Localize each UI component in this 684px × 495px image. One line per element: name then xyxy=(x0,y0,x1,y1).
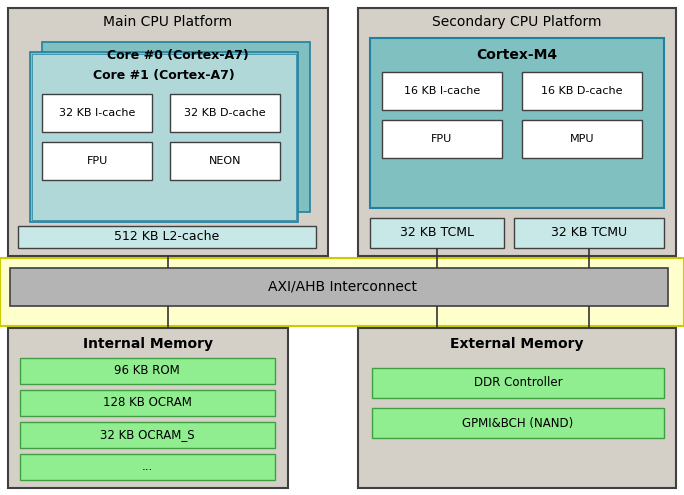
Text: GPMI&BCH (NAND): GPMI&BCH (NAND) xyxy=(462,416,574,430)
Bar xyxy=(8,328,288,488)
Text: NEON: NEON xyxy=(209,156,241,166)
Bar xyxy=(372,368,664,398)
Text: 32 KB TCML: 32 KB TCML xyxy=(400,227,474,240)
Text: 96 KB ROM: 96 KB ROM xyxy=(114,364,180,378)
Bar xyxy=(30,52,298,222)
Bar xyxy=(0,258,684,326)
Text: ...: ... xyxy=(142,460,153,474)
Bar xyxy=(372,408,664,438)
Text: 128 KB OCRAM: 128 KB OCRAM xyxy=(103,396,192,409)
Text: Core #0 (Cortex-A7): Core #0 (Cortex-A7) xyxy=(107,49,249,61)
Bar xyxy=(382,120,502,158)
Bar xyxy=(32,54,296,220)
Bar xyxy=(514,218,664,248)
Bar xyxy=(20,454,275,480)
Bar xyxy=(382,72,502,110)
Bar xyxy=(20,390,275,416)
Bar xyxy=(8,8,328,256)
Text: Main CPU Platform: Main CPU Platform xyxy=(103,15,233,29)
Text: 32 KB D-cache: 32 KB D-cache xyxy=(184,108,266,118)
Bar xyxy=(358,8,676,256)
Text: 32 KB I-cache: 32 KB I-cache xyxy=(59,108,135,118)
Bar xyxy=(358,328,676,488)
Bar xyxy=(370,38,664,208)
Bar xyxy=(42,94,152,132)
Text: AXI/AHB Interconnect: AXI/AHB Interconnect xyxy=(267,280,417,294)
Text: Cortex-M4: Cortex-M4 xyxy=(477,48,557,62)
Bar xyxy=(170,142,280,180)
Bar xyxy=(10,268,668,306)
Text: DDR Controller: DDR Controller xyxy=(474,377,562,390)
Bar xyxy=(522,120,642,158)
Text: FPU: FPU xyxy=(432,134,453,144)
Text: 32 KB TCMU: 32 KB TCMU xyxy=(551,227,627,240)
Bar xyxy=(20,358,275,384)
Bar xyxy=(20,422,275,448)
Bar xyxy=(370,218,504,248)
Text: 16 KB I-cache: 16 KB I-cache xyxy=(404,86,480,96)
Text: Secondary CPU Platform: Secondary CPU Platform xyxy=(432,15,602,29)
Text: MPU: MPU xyxy=(570,134,594,144)
Bar xyxy=(18,226,316,248)
Bar xyxy=(42,42,310,212)
Text: 32 KB OCRAM_S: 32 KB OCRAM_S xyxy=(100,429,194,442)
Text: Internal Memory: Internal Memory xyxy=(83,337,213,351)
Text: 512 KB L2-cache: 512 KB L2-cache xyxy=(114,231,220,244)
Bar xyxy=(170,94,280,132)
Text: Core #1 (Cortex-A7): Core #1 (Cortex-A7) xyxy=(93,68,235,82)
Bar xyxy=(42,142,152,180)
Text: External Memory: External Memory xyxy=(450,337,583,351)
Bar xyxy=(522,72,642,110)
Text: FPU: FPU xyxy=(86,156,107,166)
Text: 16 KB D-cache: 16 KB D-cache xyxy=(541,86,622,96)
